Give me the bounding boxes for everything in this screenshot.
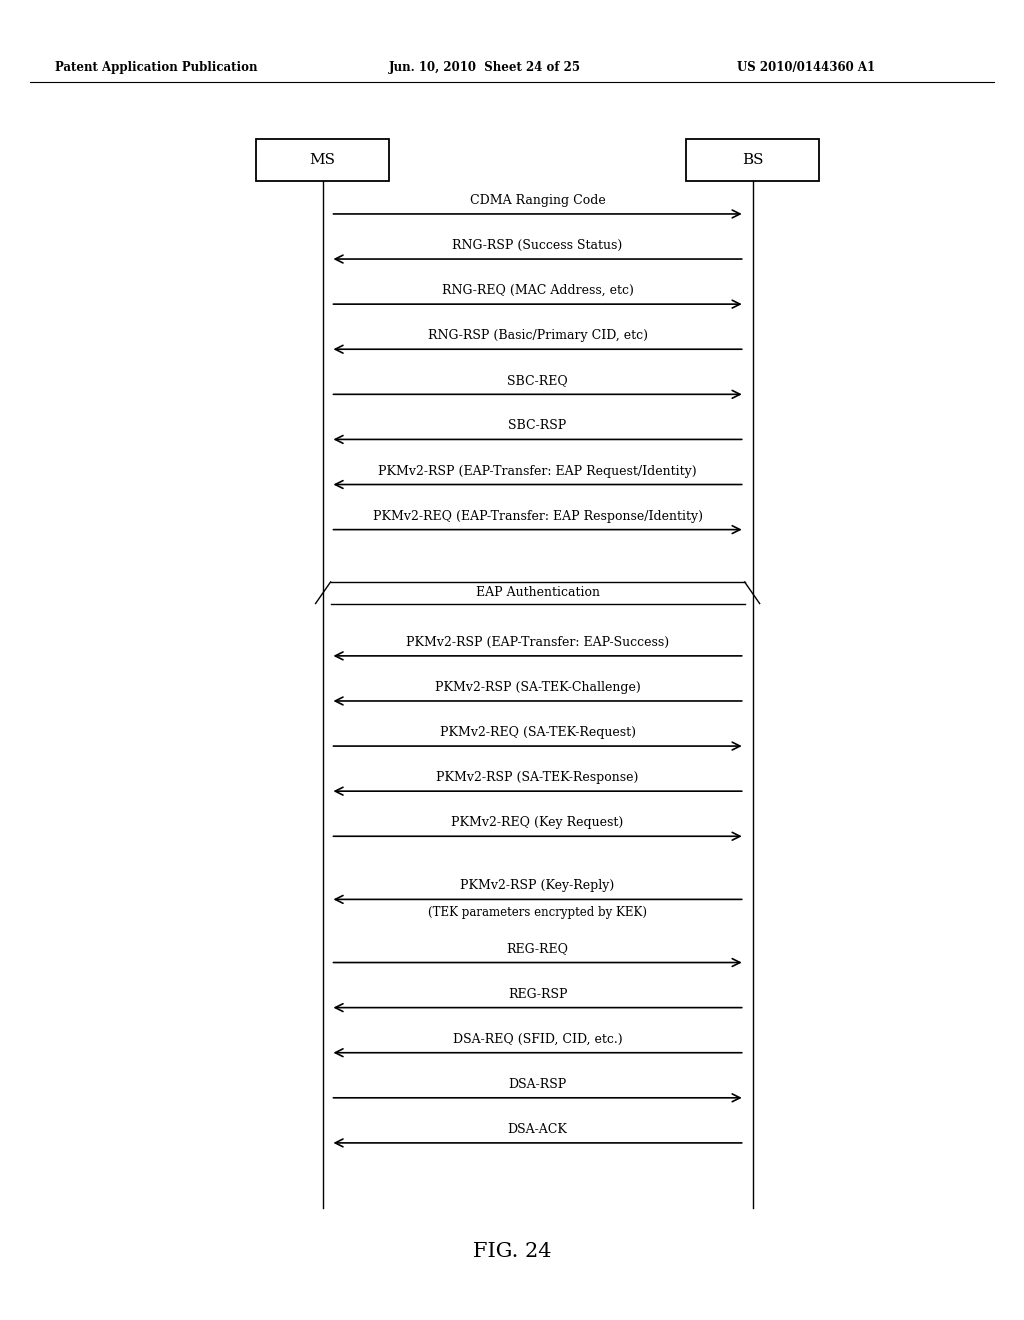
Text: PKMv2-REQ (SA-TEK-Request): PKMv2-REQ (SA-TEK-Request) xyxy=(439,726,636,739)
Text: PKMv2-RSP (EAP-Transfer: EAP-Success): PKMv2-RSP (EAP-Transfer: EAP-Success) xyxy=(407,636,669,649)
Bar xyxy=(256,139,389,181)
Text: US 2010/0144360 A1: US 2010/0144360 A1 xyxy=(737,62,876,74)
Text: FIG. 24: FIG. 24 xyxy=(473,1242,551,1261)
Text: MS: MS xyxy=(309,153,336,166)
Text: Patent Application Publication: Patent Application Publication xyxy=(55,62,257,74)
Text: REG-RSP: REG-RSP xyxy=(508,987,567,1001)
Text: CDMA Ranging Code: CDMA Ranging Code xyxy=(470,194,605,207)
Text: EAP Authentication: EAP Authentication xyxy=(475,586,600,599)
Text: PKMv2-RSP (SA-TEK-Response): PKMv2-RSP (SA-TEK-Response) xyxy=(436,771,639,784)
Text: DSA-REQ (SFID, CID, etc.): DSA-REQ (SFID, CID, etc.) xyxy=(453,1032,623,1045)
Text: PKMv2-REQ (Key Request): PKMv2-REQ (Key Request) xyxy=(452,816,624,829)
Text: PKMv2-RSP (SA-TEK-Challenge): PKMv2-RSP (SA-TEK-Challenge) xyxy=(435,681,640,694)
Text: SBC-REQ: SBC-REQ xyxy=(507,375,568,387)
Text: PKMv2-RSP (Key-Reply): PKMv2-RSP (Key-Reply) xyxy=(461,879,614,892)
Text: DSA-RSP: DSA-RSP xyxy=(509,1078,566,1090)
Text: REG-REQ: REG-REQ xyxy=(507,942,568,956)
Text: DSA-ACK: DSA-ACK xyxy=(508,1123,567,1137)
Text: Jun. 10, 2010  Sheet 24 of 25: Jun. 10, 2010 Sheet 24 of 25 xyxy=(389,62,582,74)
Bar xyxy=(686,139,819,181)
Text: RNG-RSP (Success Status): RNG-RSP (Success Status) xyxy=(453,239,623,252)
Text: SBC-RSP: SBC-RSP xyxy=(509,420,566,433)
Text: PKMv2-RSP (EAP-Transfer: EAP Request/Identity): PKMv2-RSP (EAP-Transfer: EAP Request/Ide… xyxy=(378,465,697,478)
Text: RNG-RSP (Basic/Primary CID, etc): RNG-RSP (Basic/Primary CID, etc) xyxy=(428,329,647,342)
Text: (TEK parameters encrypted by KEK): (TEK parameters encrypted by KEK) xyxy=(428,907,647,920)
Text: RNG-REQ (MAC Address, etc): RNG-REQ (MAC Address, etc) xyxy=(441,284,634,297)
Text: BS: BS xyxy=(742,153,763,166)
Text: PKMv2-REQ (EAP-Transfer: EAP Response/Identity): PKMv2-REQ (EAP-Transfer: EAP Response/Id… xyxy=(373,510,702,523)
